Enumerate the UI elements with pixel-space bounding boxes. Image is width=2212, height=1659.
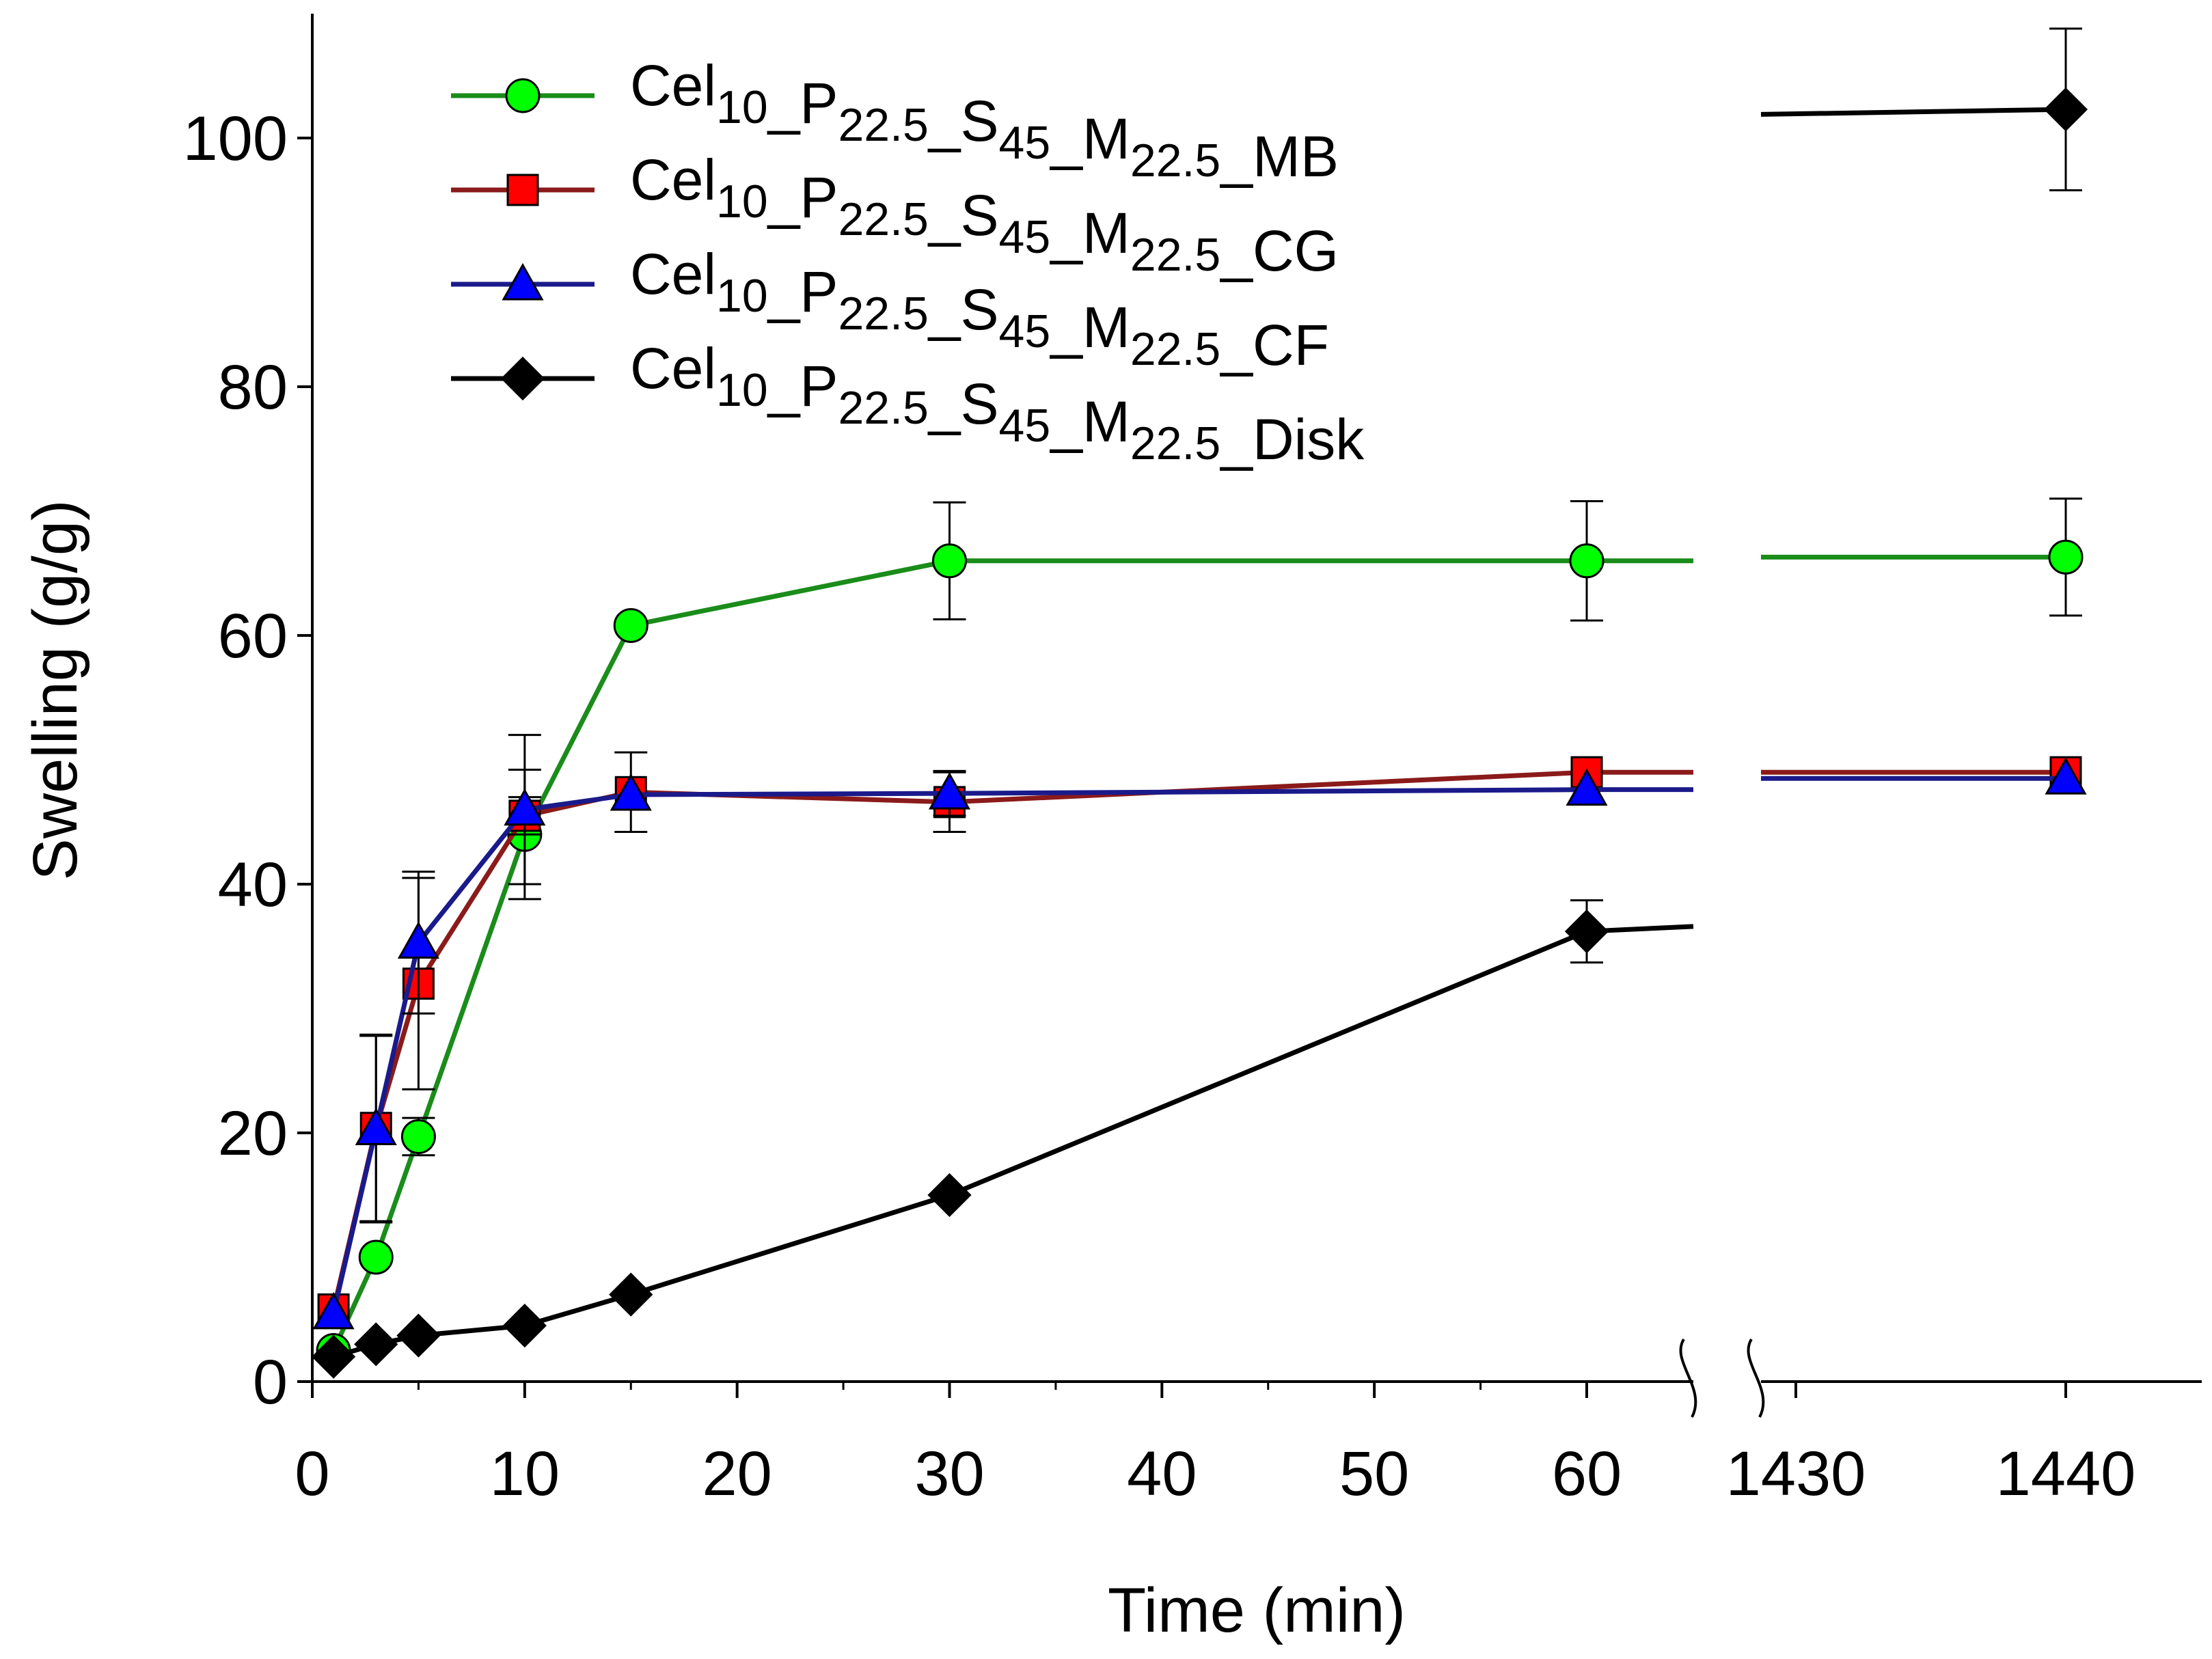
y-tick-label: 80: [218, 353, 288, 422]
cf-point: [504, 788, 546, 826]
disk-point: [1564, 909, 1609, 954]
mb-line-left: [331, 558, 1694, 1352]
cf-point: [355, 1108, 397, 1146]
series-disk: [311, 27, 2088, 1379]
legend-subscript: 22.5: [1130, 417, 1220, 469]
disk-point: [354, 1322, 398, 1367]
legend-subscript: 45: [999, 117, 1051, 169]
cf-point: [928, 772, 971, 810]
mb-point: [1569, 543, 1605, 579]
x-tick-label: 20: [702, 1439, 772, 1509]
legend-marker: [506, 174, 539, 206]
legend-text-part: _CG: [1219, 219, 1339, 283]
legend-subscript: 10: [716, 364, 768, 416]
legend-subscript: 10: [716, 81, 768, 133]
cf-line-left: [331, 787, 1694, 1314]
legend-subscript: 22.5: [838, 288, 928, 340]
legend-text-part: _P: [767, 260, 838, 324]
cg-line-left: [331, 769, 1693, 1311]
legend-text-part: _P: [767, 354, 838, 418]
legend-label: Cel10_P22.5_S45_M22.5_CF: [630, 242, 1329, 377]
legend-item-mb: Cel10_P22.5_S45_M22.5_MB: [451, 53, 1339, 189]
legend-subscript: 22.5: [1130, 135, 1220, 187]
legend-text-part: _M: [1049, 201, 1130, 265]
cf-point: [397, 921, 439, 959]
disk-point: [502, 1303, 547, 1348]
legend-subscript: 22.5: [838, 193, 928, 245]
legend-text-part: _M: [1049, 389, 1130, 454]
disk-point: [609, 1272, 653, 1317]
legend-item-disk: Cel10_P22.5_S45_M22.5_Disk: [451, 336, 1365, 471]
legend-text-part: Cel: [630, 148, 716, 212]
cf-point: [1566, 768, 1608, 806]
legend-label: Cel10_P22.5_S45_M22.5_Disk: [630, 336, 1365, 471]
axis-break-left: [1679, 1338, 1697, 1418]
legend-text-part: Cel: [630, 53, 716, 118]
series-mb: [316, 497, 2084, 1368]
legend-text-part: _M: [1049, 107, 1130, 171]
legend-text-part: _S: [927, 183, 999, 247]
legend-text-part: _P: [767, 71, 838, 135]
y-tick-label: 100: [183, 104, 288, 174]
legend-subscript: 45: [999, 400, 1051, 452]
mb-point: [2048, 539, 2084, 575]
x-tick-label: 50: [1339, 1439, 1409, 1509]
legend-subscript: 22.5: [838, 99, 928, 151]
x-tick-label: 1430: [1726, 1439, 1866, 1509]
y-tick-label: 40: [218, 850, 288, 920]
legend-subscript: 22.5: [1130, 323, 1220, 375]
legend-marker: [500, 356, 545, 401]
disk-point: [396, 1313, 441, 1358]
legend-label: Cel10_P22.5_S45_M22.5_MB: [630, 53, 1339, 189]
legend-text-part: _P: [767, 165, 838, 230]
disk-line-right: [1760, 107, 2066, 117]
cf-point: [2045, 757, 2087, 795]
x-axis-title: Time (min): [1108, 1576, 1406, 1645]
legend-label: Cel10_P22.5_S45_M22.5_CG: [630, 148, 1339, 283]
disk-line-left: [333, 924, 1694, 1359]
y-axis-title: Swelling (g/g): [21, 499, 90, 880]
legend-marker: [505, 78, 541, 113]
x-tick-label: 40: [1127, 1439, 1197, 1509]
x-tick-label: 10: [490, 1439, 560, 1509]
legend-subscript: 22.5: [838, 382, 928, 434]
legend-text-part: _M: [1049, 295, 1130, 359]
legend-text-part: _S: [927, 89, 999, 153]
series-cg: [317, 751, 2082, 1326]
x-tick-label: 30: [914, 1439, 984, 1509]
legend-text-part: _Disk: [1219, 407, 1365, 471]
legend-text-part: Cel: [630, 242, 716, 306]
series-cf: [312, 734, 2087, 1330]
legend-item-cg: Cel10_P22.5_S45_M22.5_CG: [451, 148, 1339, 283]
mb-point: [613, 607, 648, 643]
legend-text-part: _MB: [1219, 124, 1339, 189]
cf-point: [610, 773, 652, 811]
legend-text-part: _CF: [1219, 313, 1329, 377]
disk-point: [311, 1334, 356, 1379]
legend-item-cf: Cel10_P22.5_S45_M22.5_CF: [451, 242, 1329, 377]
x-tick-label: 0: [295, 1439, 329, 1509]
legend-text-part: _S: [927, 277, 999, 342]
legend-marker: [502, 262, 544, 301]
x-tick-label: 60: [1552, 1439, 1622, 1509]
mb-point: [932, 543, 967, 579]
y-tick-label: 60: [218, 601, 288, 671]
x-tick-label: 1440: [1996, 1439, 2136, 1509]
mb-point: [400, 1119, 436, 1154]
legend-text-part: Cel: [630, 336, 716, 400]
legend-subscript: 10: [716, 176, 768, 228]
cf-point: [312, 1291, 355, 1330]
legend-text-part: _S: [927, 372, 999, 436]
legend-subscript: 45: [999, 211, 1051, 263]
axis-break-right: [1747, 1338, 1765, 1418]
disk-point: [927, 1173, 972, 1218]
disk-point: [2043, 87, 2088, 132]
legend-subscript: 10: [716, 270, 768, 322]
legend-subscript: 22.5: [1130, 229, 1220, 281]
y-tick-label: 20: [218, 1099, 288, 1168]
y-tick-label: 0: [253, 1347, 288, 1417]
legend-subscript: 45: [999, 305, 1051, 357]
mb-point: [358, 1239, 394, 1275]
